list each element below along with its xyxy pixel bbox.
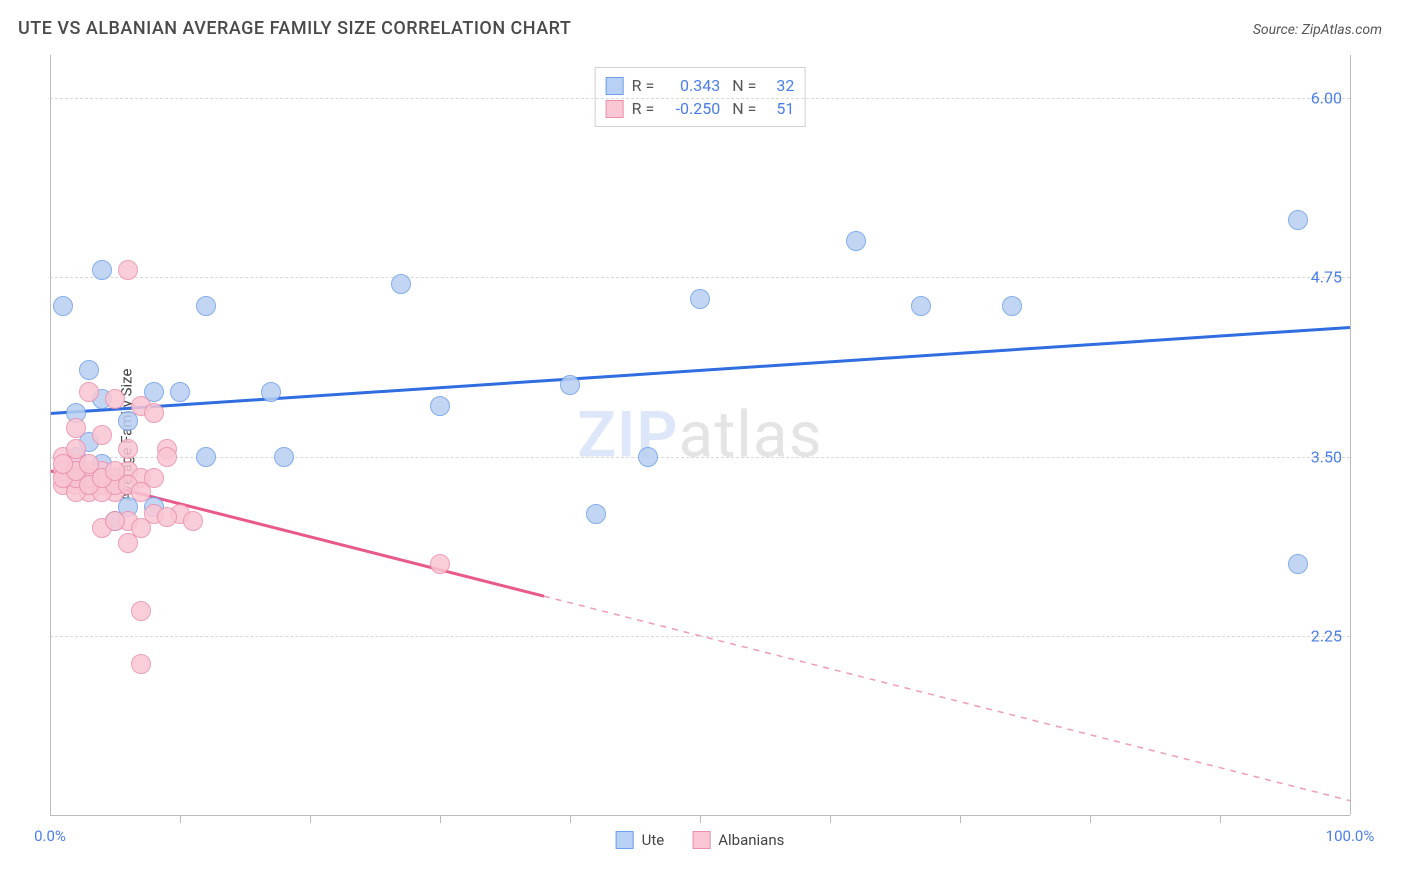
legend-label-ute: Ute <box>642 831 665 849</box>
axis-border <box>1350 55 1351 815</box>
x-tick-label: 0.0% <box>34 827 66 845</box>
data-point <box>638 447 658 467</box>
x-tick-label: 100.0% <box>1326 827 1375 845</box>
scatter-plot: Average Family Size ZIPatlas R = 0.343 N… <box>50 55 1350 815</box>
regression-line-dashed <box>544 596 1350 800</box>
regression-lines <box>50 55 1350 815</box>
data-point <box>157 447 177 467</box>
data-point <box>66 418 86 438</box>
stats-r-value-ute: 0.343 <box>662 76 720 95</box>
grid-line <box>50 98 1350 99</box>
regression-line-solid <box>50 327 1350 413</box>
stats-row-albanians: R = -0.250 N = 51 <box>606 97 795 120</box>
swatch-albanians <box>606 100 624 118</box>
legend: Ute Albanians <box>616 831 785 849</box>
stats-box: R = 0.343 N = 32 R = -0.250 N = 51 <box>595 67 806 127</box>
data-point <box>105 511 125 531</box>
data-point <box>1288 554 1308 574</box>
data-point <box>92 425 112 445</box>
data-point <box>105 461 125 481</box>
axis-border <box>50 815 1350 816</box>
x-tick <box>570 815 571 823</box>
data-point <box>261 382 281 402</box>
data-point <box>157 507 177 527</box>
x-tick <box>1090 815 1091 823</box>
data-point <box>430 554 450 574</box>
legend-swatch-albanians <box>692 831 710 849</box>
x-tick <box>440 815 441 823</box>
stats-r-value-albanians: -0.250 <box>662 99 720 118</box>
data-point <box>53 296 73 316</box>
swatch-ute <box>606 77 624 95</box>
grid-line <box>50 636 1350 637</box>
data-point <box>144 403 164 423</box>
stats-row-ute: R = 0.343 N = 32 <box>606 74 795 97</box>
y-tick-label: 4.75 <box>1311 268 1342 287</box>
y-tick-label: 2.25 <box>1311 626 1342 645</box>
data-point <box>196 296 216 316</box>
stats-n-label: N = <box>728 99 756 118</box>
data-point <box>1002 296 1022 316</box>
data-point <box>105 389 125 409</box>
data-point <box>79 382 99 402</box>
data-point <box>911 296 931 316</box>
axis-border <box>50 55 51 815</box>
data-point <box>846 231 866 251</box>
x-tick <box>700 815 701 823</box>
legend-item-ute: Ute <box>616 831 665 849</box>
grid-line <box>50 457 1350 458</box>
data-point <box>131 601 151 621</box>
source-label: Source: ZipAtlas.com <box>1253 22 1382 38</box>
x-tick <box>1220 815 1221 823</box>
data-point <box>118 260 138 280</box>
x-tick <box>830 815 831 823</box>
data-point <box>79 360 99 380</box>
data-point <box>1288 210 1308 230</box>
data-point <box>170 382 190 402</box>
stats-r-label: R = <box>632 76 655 95</box>
data-point <box>196 447 216 467</box>
legend-label-albanians: Albanians <box>718 831 784 849</box>
data-point <box>586 504 606 524</box>
data-point <box>118 533 138 553</box>
legend-item-albanians: Albanians <box>692 831 784 849</box>
data-point <box>560 375 580 395</box>
data-point <box>690 289 710 309</box>
data-point <box>391 274 411 294</box>
data-point <box>131 654 151 674</box>
data-point <box>92 260 112 280</box>
data-point <box>183 511 203 531</box>
legend-swatch-ute <box>616 831 634 849</box>
data-point <box>118 439 138 459</box>
x-tick <box>960 815 961 823</box>
stats-n-value-ute: 32 <box>764 76 794 95</box>
stats-n-value-albanians: 51 <box>764 99 794 118</box>
data-point <box>274 447 294 467</box>
data-point <box>131 482 151 502</box>
data-point <box>430 396 450 416</box>
y-tick-label: 3.50 <box>1311 447 1342 466</box>
grid-line <box>50 277 1350 278</box>
x-tick <box>310 815 311 823</box>
stats-n-label: N = <box>728 76 756 95</box>
stats-r-label: R = <box>632 99 655 118</box>
y-tick-label: 6.00 <box>1311 89 1342 108</box>
data-point <box>66 439 86 459</box>
x-tick <box>180 815 181 823</box>
chart-title: UTE VS ALBANIAN AVERAGE FAMILY SIZE CORR… <box>18 18 571 39</box>
